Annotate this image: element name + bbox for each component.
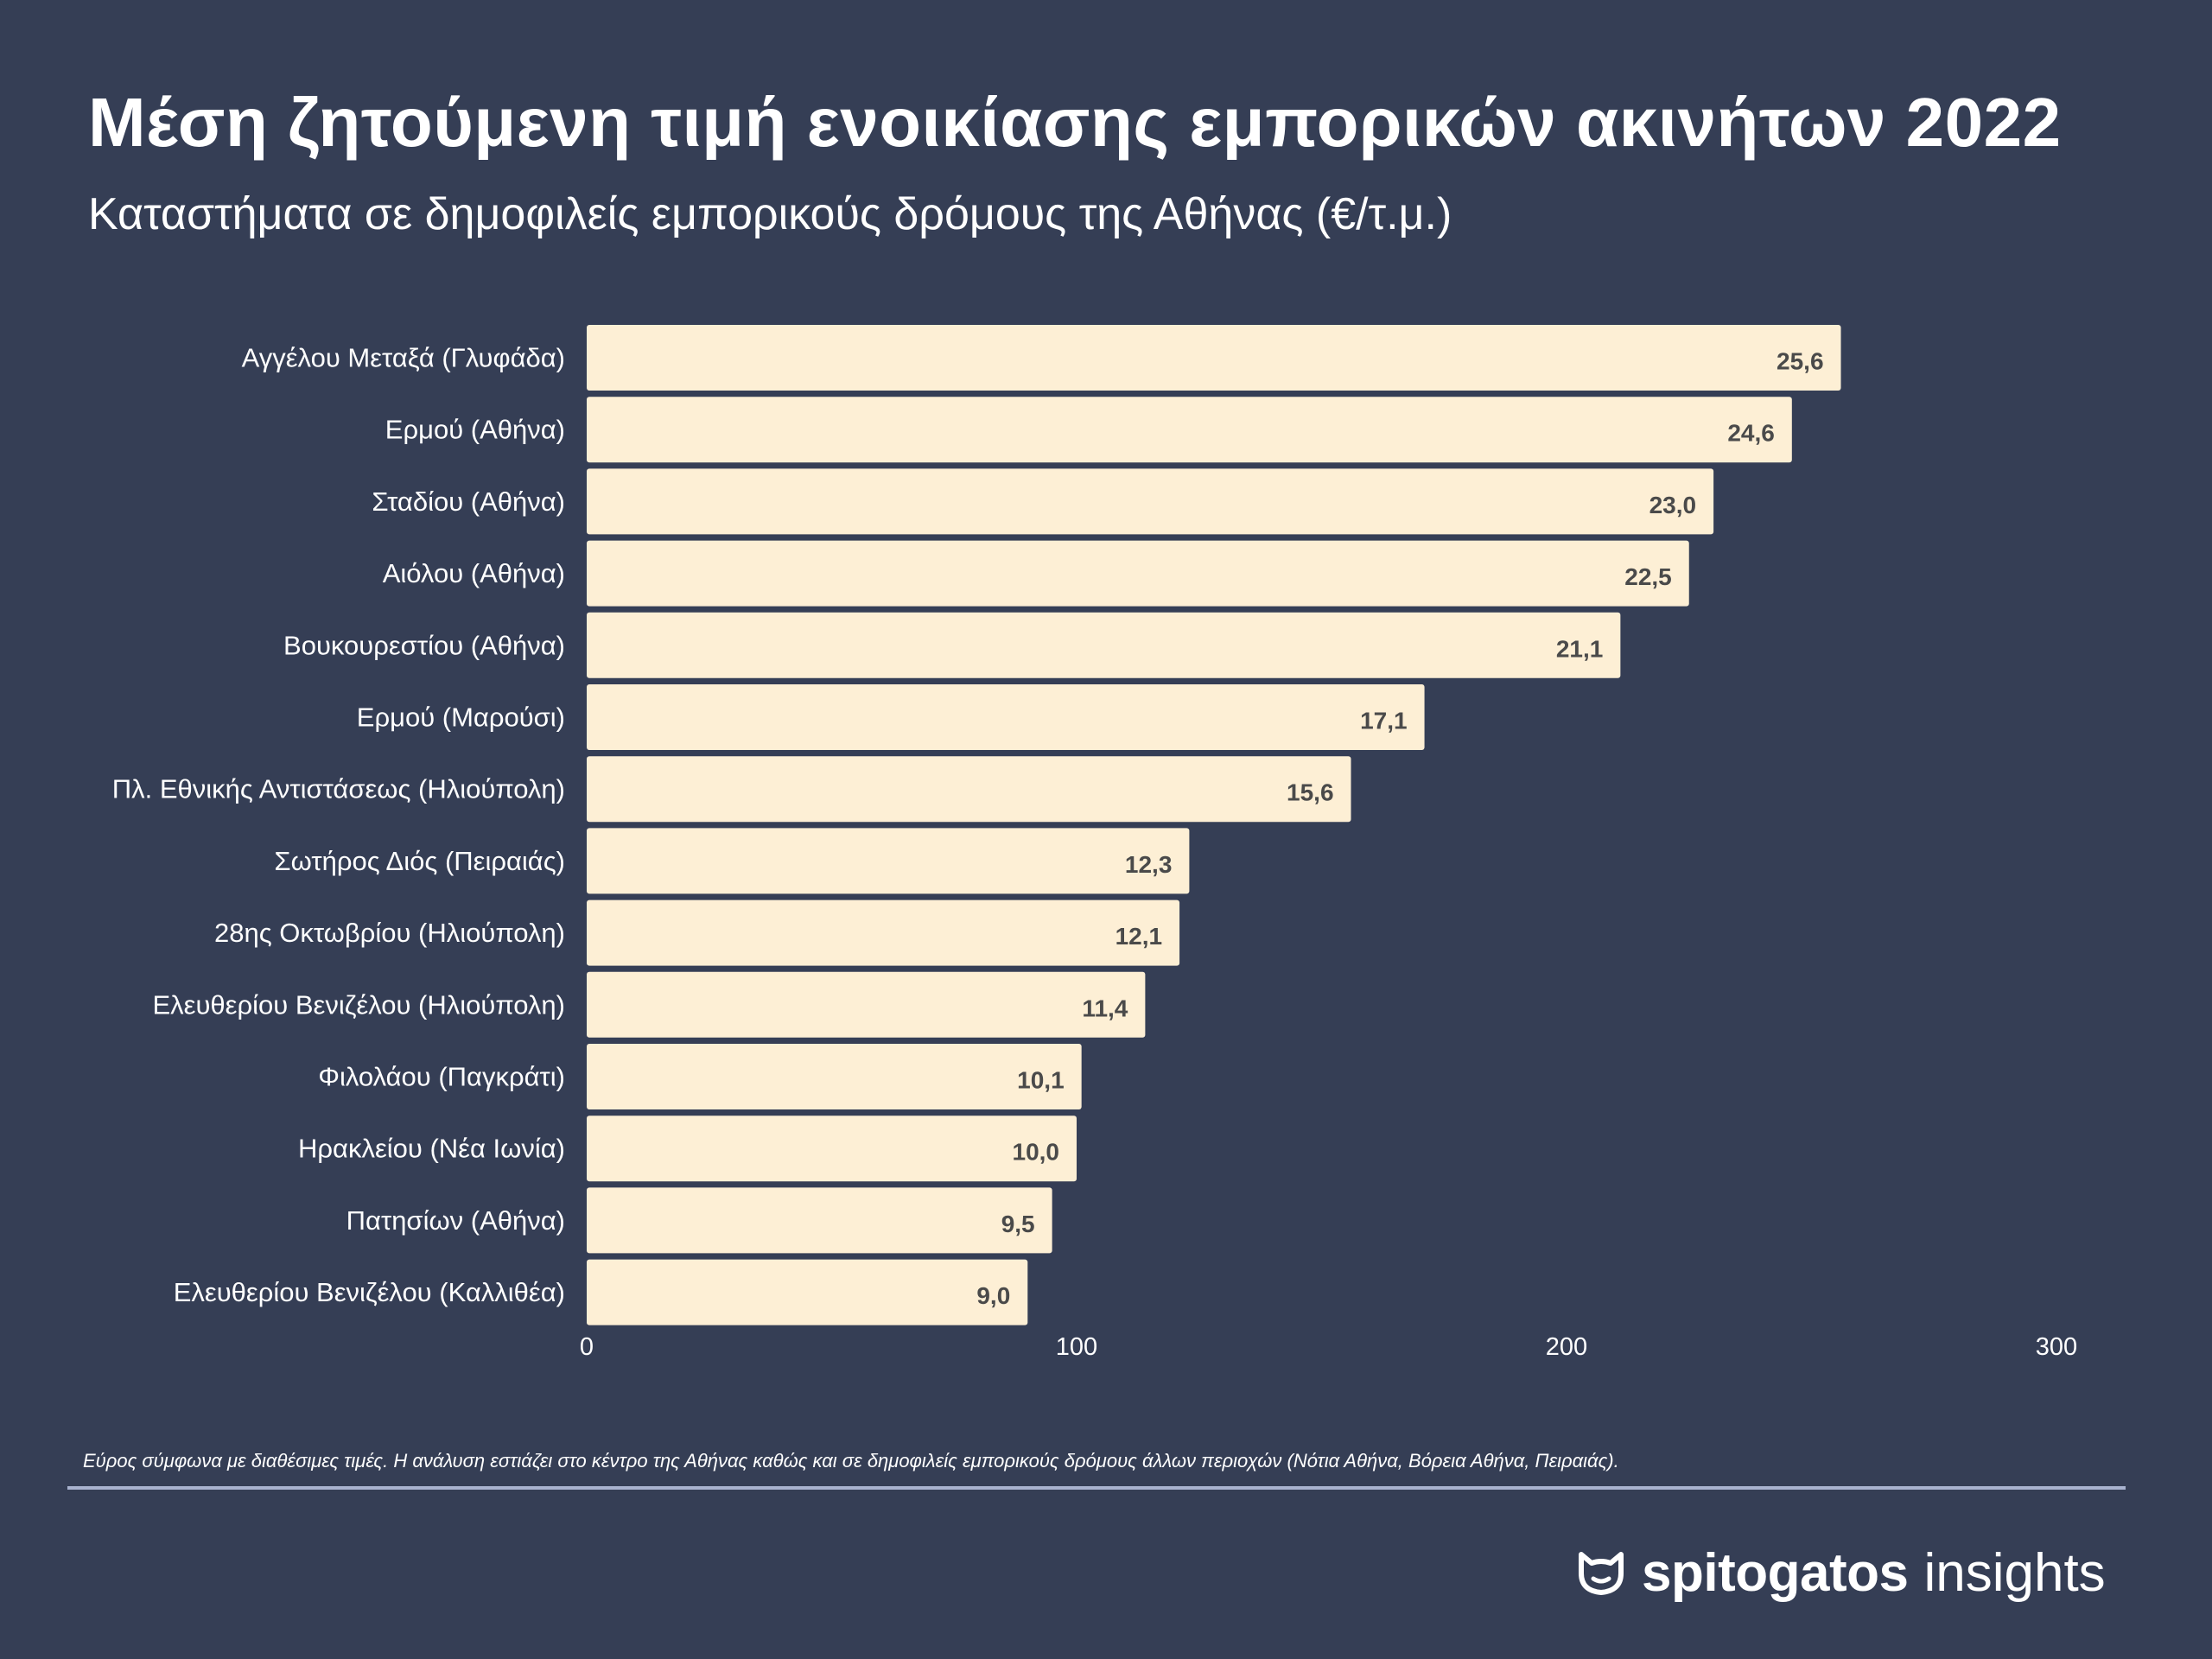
category-label: Σταδίου (Αθήνα) <box>372 486 565 517</box>
cat-head-icon <box>1573 1542 1630 1604</box>
brand-name: spitogatos <box>1642 1542 1909 1603</box>
bar <box>587 828 1190 894</box>
data-label: 11,4 <box>1082 995 1128 1021</box>
brand-logo: spitogatos insights <box>1573 1538 2106 1607</box>
bar <box>587 612 1621 678</box>
category-label: Αιόλου (Αθήνα) <box>383 558 565 588</box>
bar <box>587 971 1146 1038</box>
bar <box>587 899 1180 966</box>
bar <box>587 540 1689 607</box>
category-label: Ελευθερίου Βενιζέλου (Καλλιθέα) <box>174 1277 565 1307</box>
data-label: 10,0 <box>1013 1139 1060 1166</box>
data-label: 25,6 <box>1777 348 1824 375</box>
bars-group <box>587 325 1841 1325</box>
chart-subtitle: Καταστήματα σε δημοφιλείς εμπορικούς δρό… <box>88 189 1452 239</box>
data-label: 9,0 <box>976 1282 1010 1309</box>
category-label: Βουκουρεστίου (Αθήνα) <box>283 630 565 660</box>
bar <box>587 1116 1077 1182</box>
data-label: 9,5 <box>1001 1211 1035 1237</box>
category-label: Σωτήρος Διός (Πειραιάς) <box>274 846 565 876</box>
bar <box>587 397 1792 463</box>
x-axis-ticks: 0 100 200 300 <box>580 1333 2077 1361</box>
x-tick-label: 300 <box>2036 1333 2077 1361</box>
category-label: Ερμού (Μαρούσι) <box>357 702 565 733</box>
x-tick-label: 0 <box>580 1333 594 1361</box>
category-label: Φιλολάου (Παγκράτι) <box>318 1062 565 1092</box>
category-label: 28ης Οκτωβρίου (Ηλιούπολη) <box>214 918 565 948</box>
bar <box>587 684 1425 750</box>
x-tick-label: 100 <box>1056 1333 1097 1361</box>
category-label: Πατησίων (Αθήνα) <box>346 1205 565 1236</box>
data-label: 10,1 <box>1017 1067 1065 1094</box>
data-label: 12,3 <box>1125 851 1173 878</box>
data-label: 12,1 <box>1116 923 1163 950</box>
bar <box>587 325 1841 391</box>
bar <box>587 1044 1082 1109</box>
bar <box>587 1259 1028 1325</box>
category-label: Ερμού (Αθήνα) <box>385 415 565 445</box>
category-label: Ελευθερίου Βενιζέλου (Ηλιούπολη) <box>152 989 565 1020</box>
divider <box>67 1486 2126 1490</box>
category-labels: Αγγέλου Μεταξά (Γλυφάδα) Ερμού (Αθήνα) Στα… <box>112 343 565 1308</box>
category-label: Πλ. Εθνικής Αντιστάσεως (Ηλιούπολη) <box>112 774 565 804</box>
bar-chart: Αγγέλου Μεταξά (Γλυφάδα) Ερμού (Αθήνα) Στα… <box>112 325 2077 1361</box>
data-label: 21,1 <box>1556 635 1604 662</box>
data-label: 15,6 <box>1287 779 1334 806</box>
data-label: 17,1 <box>1360 708 1408 734</box>
chart-title: Μέση ζητούμενη τιμή ενοικίασης εμπορικών… <box>88 84 2062 161</box>
category-label: Ηρακλείου (Νέα Ιωνία) <box>298 1134 565 1164</box>
bar <box>587 468 1714 535</box>
footnote: Εύρος σύμφωνα με διαθέσιμες τιμές. Η ανά… <box>83 1450 1619 1471</box>
brand-suffix: insights <box>1923 1542 2106 1603</box>
data-label: 22,5 <box>1624 563 1672 590</box>
category-label: Αγγέλου Μεταξά (Γλυφάδα) <box>242 343 565 373</box>
data-label: 23,0 <box>1649 492 1697 518</box>
bar <box>587 1187 1052 1254</box>
value-labels: 25,6 24,6 23,0 22,5 21,1 17,1 15,6 12,3 12,1 11,4… <box>976 348 1823 1310</box>
x-tick-label: 200 <box>1546 1333 1587 1361</box>
data-label: 24,6 <box>1727 420 1775 447</box>
bar <box>587 756 1351 823</box>
